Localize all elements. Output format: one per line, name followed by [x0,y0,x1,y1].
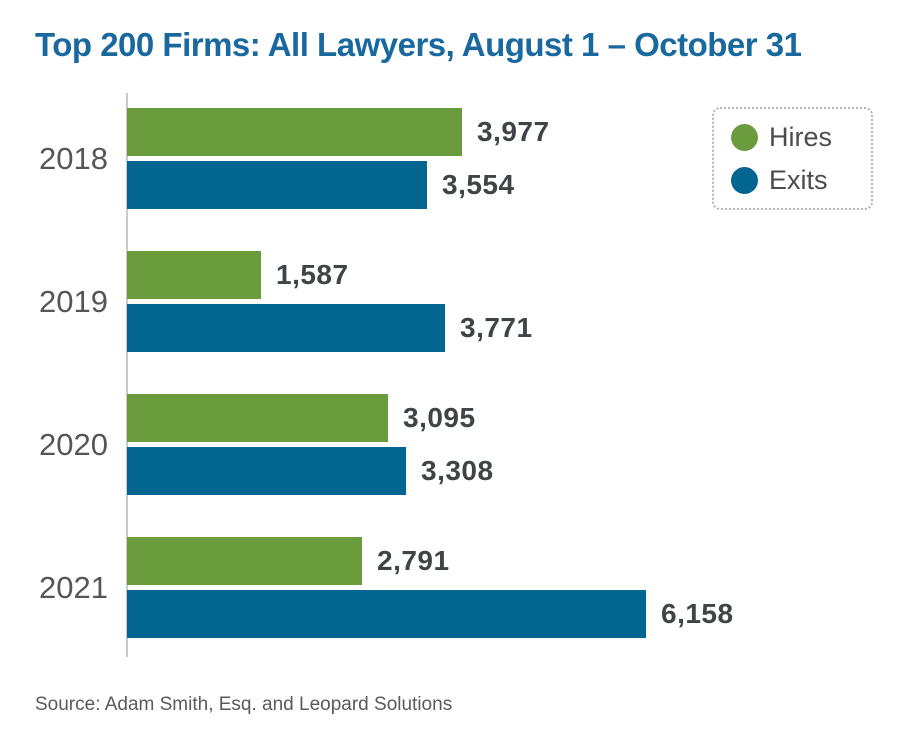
year-label-2021: 2021 [39,569,108,605]
year-group-2018: 2018 3,977 3,554 [0,108,903,209]
bar-row-2021-hires: 2,791 [127,537,903,585]
year-group-2021: 2021 2,791 6,158 [0,537,903,638]
year-group-2019: 2019 1,587 3,771 [0,251,903,352]
bar-row-2021-exits: 6,158 [127,590,903,638]
hires-bar-2018 [127,108,462,156]
hires-value-2019: 1,587 [276,259,349,290]
legend-item-exits: Exits [731,165,871,196]
hires-value-2018: 3,977 [477,116,550,147]
exits-value-2018: 3,554 [442,169,515,200]
bar-row-2019-exits: 3,771 [127,304,903,352]
exits-bar-2018 [127,161,427,209]
hires-bar-2019 [127,251,261,299]
hires-bar-2021 [127,537,362,585]
year-label-2018: 2018 [39,140,108,176]
bar-row-2018-hires: 3,977 [127,108,903,156]
source-note: Source: Adam Smith, Esq. and Leopard Sol… [35,694,453,715]
exits-bar-2021 [127,590,646,638]
bar-row-2020-hires: 3,095 [127,394,903,442]
exits-bar-2019 [127,304,445,352]
exits-value-2021: 6,158 [661,598,734,629]
bar-row-2020-exits: 3,308 [127,447,903,495]
bar-row-2018-exits: 3,554 [127,161,903,209]
exits-legend-swatch-icon [731,166,758,194]
legend-label-hires: Hires [769,121,833,152]
year-label-2019: 2019 [39,283,108,319]
legend-label-exits: Exits [769,164,828,195]
legend-item-hires: Hires [731,122,871,153]
exits-value-2019: 3,771 [460,312,533,343]
exits-value-2020: 3,308 [421,455,494,486]
y-axis-line [126,93,128,657]
bar-groups: 2018 3,977 3,554 2019 1,587 3,771 2020 [0,108,903,680]
hires-bar-2020 [127,394,388,442]
chart-title: Top 200 Firms: All Lawyers, August 1 – O… [35,26,802,63]
hires-legend-swatch-icon [731,123,758,151]
exits-bar-2020 [127,447,406,495]
year-label-2020: 2020 [39,426,108,462]
hires-value-2020: 3,095 [403,402,476,433]
year-group-2020: 2020 3,095 3,308 [0,394,903,495]
legend-box: Hires Exits [712,107,873,210]
bar-row-2019-hires: 1,587 [127,251,903,299]
hires-value-2021: 2,791 [377,545,450,576]
